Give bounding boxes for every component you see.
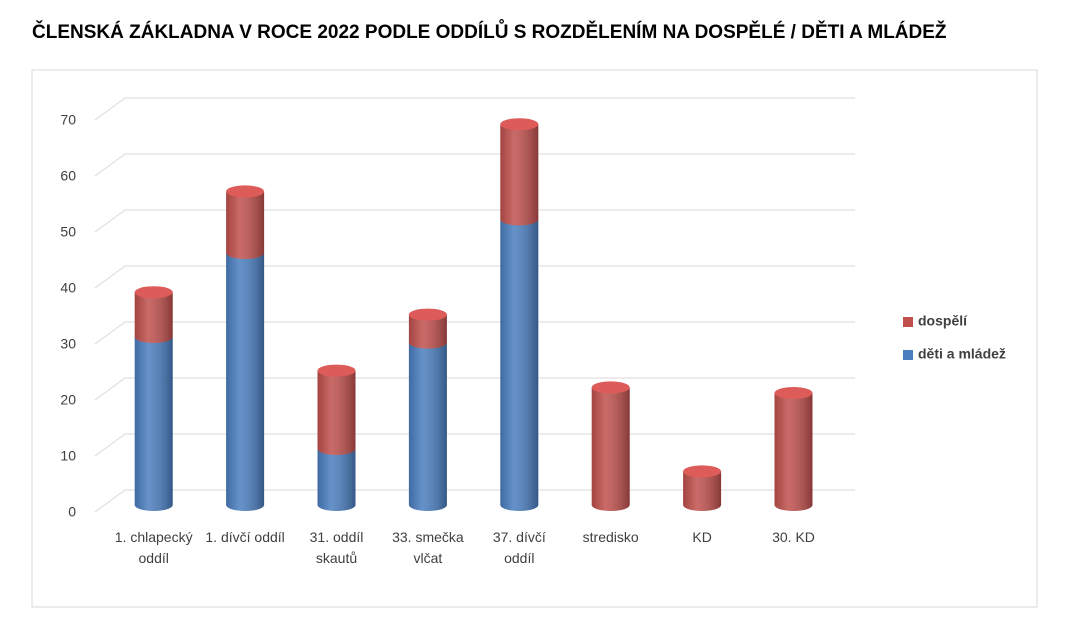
bar-shade <box>683 471 722 512</box>
bar <box>500 213 539 512</box>
grid-line-depth <box>94 153 126 177</box>
bar-top <box>408 308 447 321</box>
bar-shade <box>317 370 356 455</box>
x-tick-label: 30. KD <box>772 529 815 545</box>
x-tick-label: 31. oddíl skautů <box>309 529 364 566</box>
bar-shade <box>317 449 356 512</box>
bar-top <box>774 387 813 399</box>
x-tick-label: stredisko <box>582 529 639 545</box>
y-tick-label: 20 <box>60 392 76 408</box>
x-tick-label: 33. smečka vlčat <box>392 529 464 566</box>
grid-line-depth <box>94 209 126 233</box>
grid-line-depth <box>94 321 126 345</box>
bar-shade <box>774 393 813 512</box>
bar-shade <box>226 191 265 259</box>
bar <box>683 465 722 512</box>
bar <box>774 387 813 512</box>
bar-top <box>683 465 722 478</box>
bar <box>134 286 173 343</box>
grid-line-depth <box>94 377 126 401</box>
bar-top <box>317 364 356 377</box>
grid-line-depth <box>94 489 126 513</box>
bar-shade <box>591 387 630 511</box>
y-tick-label: 60 <box>60 168 76 184</box>
grid-line-depth <box>94 265 126 289</box>
grid-line-depth <box>94 97 126 121</box>
bar <box>500 118 539 226</box>
bar-top <box>134 286 173 299</box>
x-tick-label: 1. chlapecký oddíl <box>114 529 193 566</box>
bar <box>408 308 447 349</box>
x-tick-label: 37. dívčí oddíl <box>492 529 546 566</box>
y-tick-label: 40 <box>60 280 76 296</box>
bar <box>226 247 265 512</box>
bar <box>591 381 630 511</box>
bar-shade <box>226 253 265 512</box>
bar <box>408 336 447 512</box>
bar-shade <box>134 292 173 343</box>
bar-shade <box>408 342 447 512</box>
bar-shade <box>134 337 173 512</box>
legend-label: dospělí <box>918 313 968 329</box>
bar-shade <box>500 124 539 226</box>
y-tick-label: 50 <box>60 224 76 240</box>
y-tick-label: 10 <box>60 448 76 464</box>
bar-top <box>591 381 630 394</box>
y-tick-label: 70 <box>60 112 76 128</box>
bar <box>226 185 265 259</box>
bar <box>317 364 356 455</box>
bar <box>134 331 173 512</box>
legend-label: děti a mládež <box>918 346 1006 362</box>
bar <box>317 443 356 512</box>
bar-shade <box>500 219 539 512</box>
x-tick-label: 1. dívčí oddíl <box>205 529 285 545</box>
y-tick-label: 30 <box>60 336 76 352</box>
chart-frame <box>31 69 1038 608</box>
legend-swatch <box>903 317 913 327</box>
y-tick-label: 0 <box>68 504 76 520</box>
grid-line-depth <box>94 433 126 457</box>
bar-top <box>226 185 265 198</box>
x-tick-label: KD <box>692 529 712 545</box>
bar-top <box>500 118 539 131</box>
legend-swatch <box>903 350 913 360</box>
chart-title: ČLENSKÁ ZÁKLADNA V ROCE 2022 PODLE ODDÍL… <box>32 20 947 43</box>
bar-shade <box>408 314 447 349</box>
